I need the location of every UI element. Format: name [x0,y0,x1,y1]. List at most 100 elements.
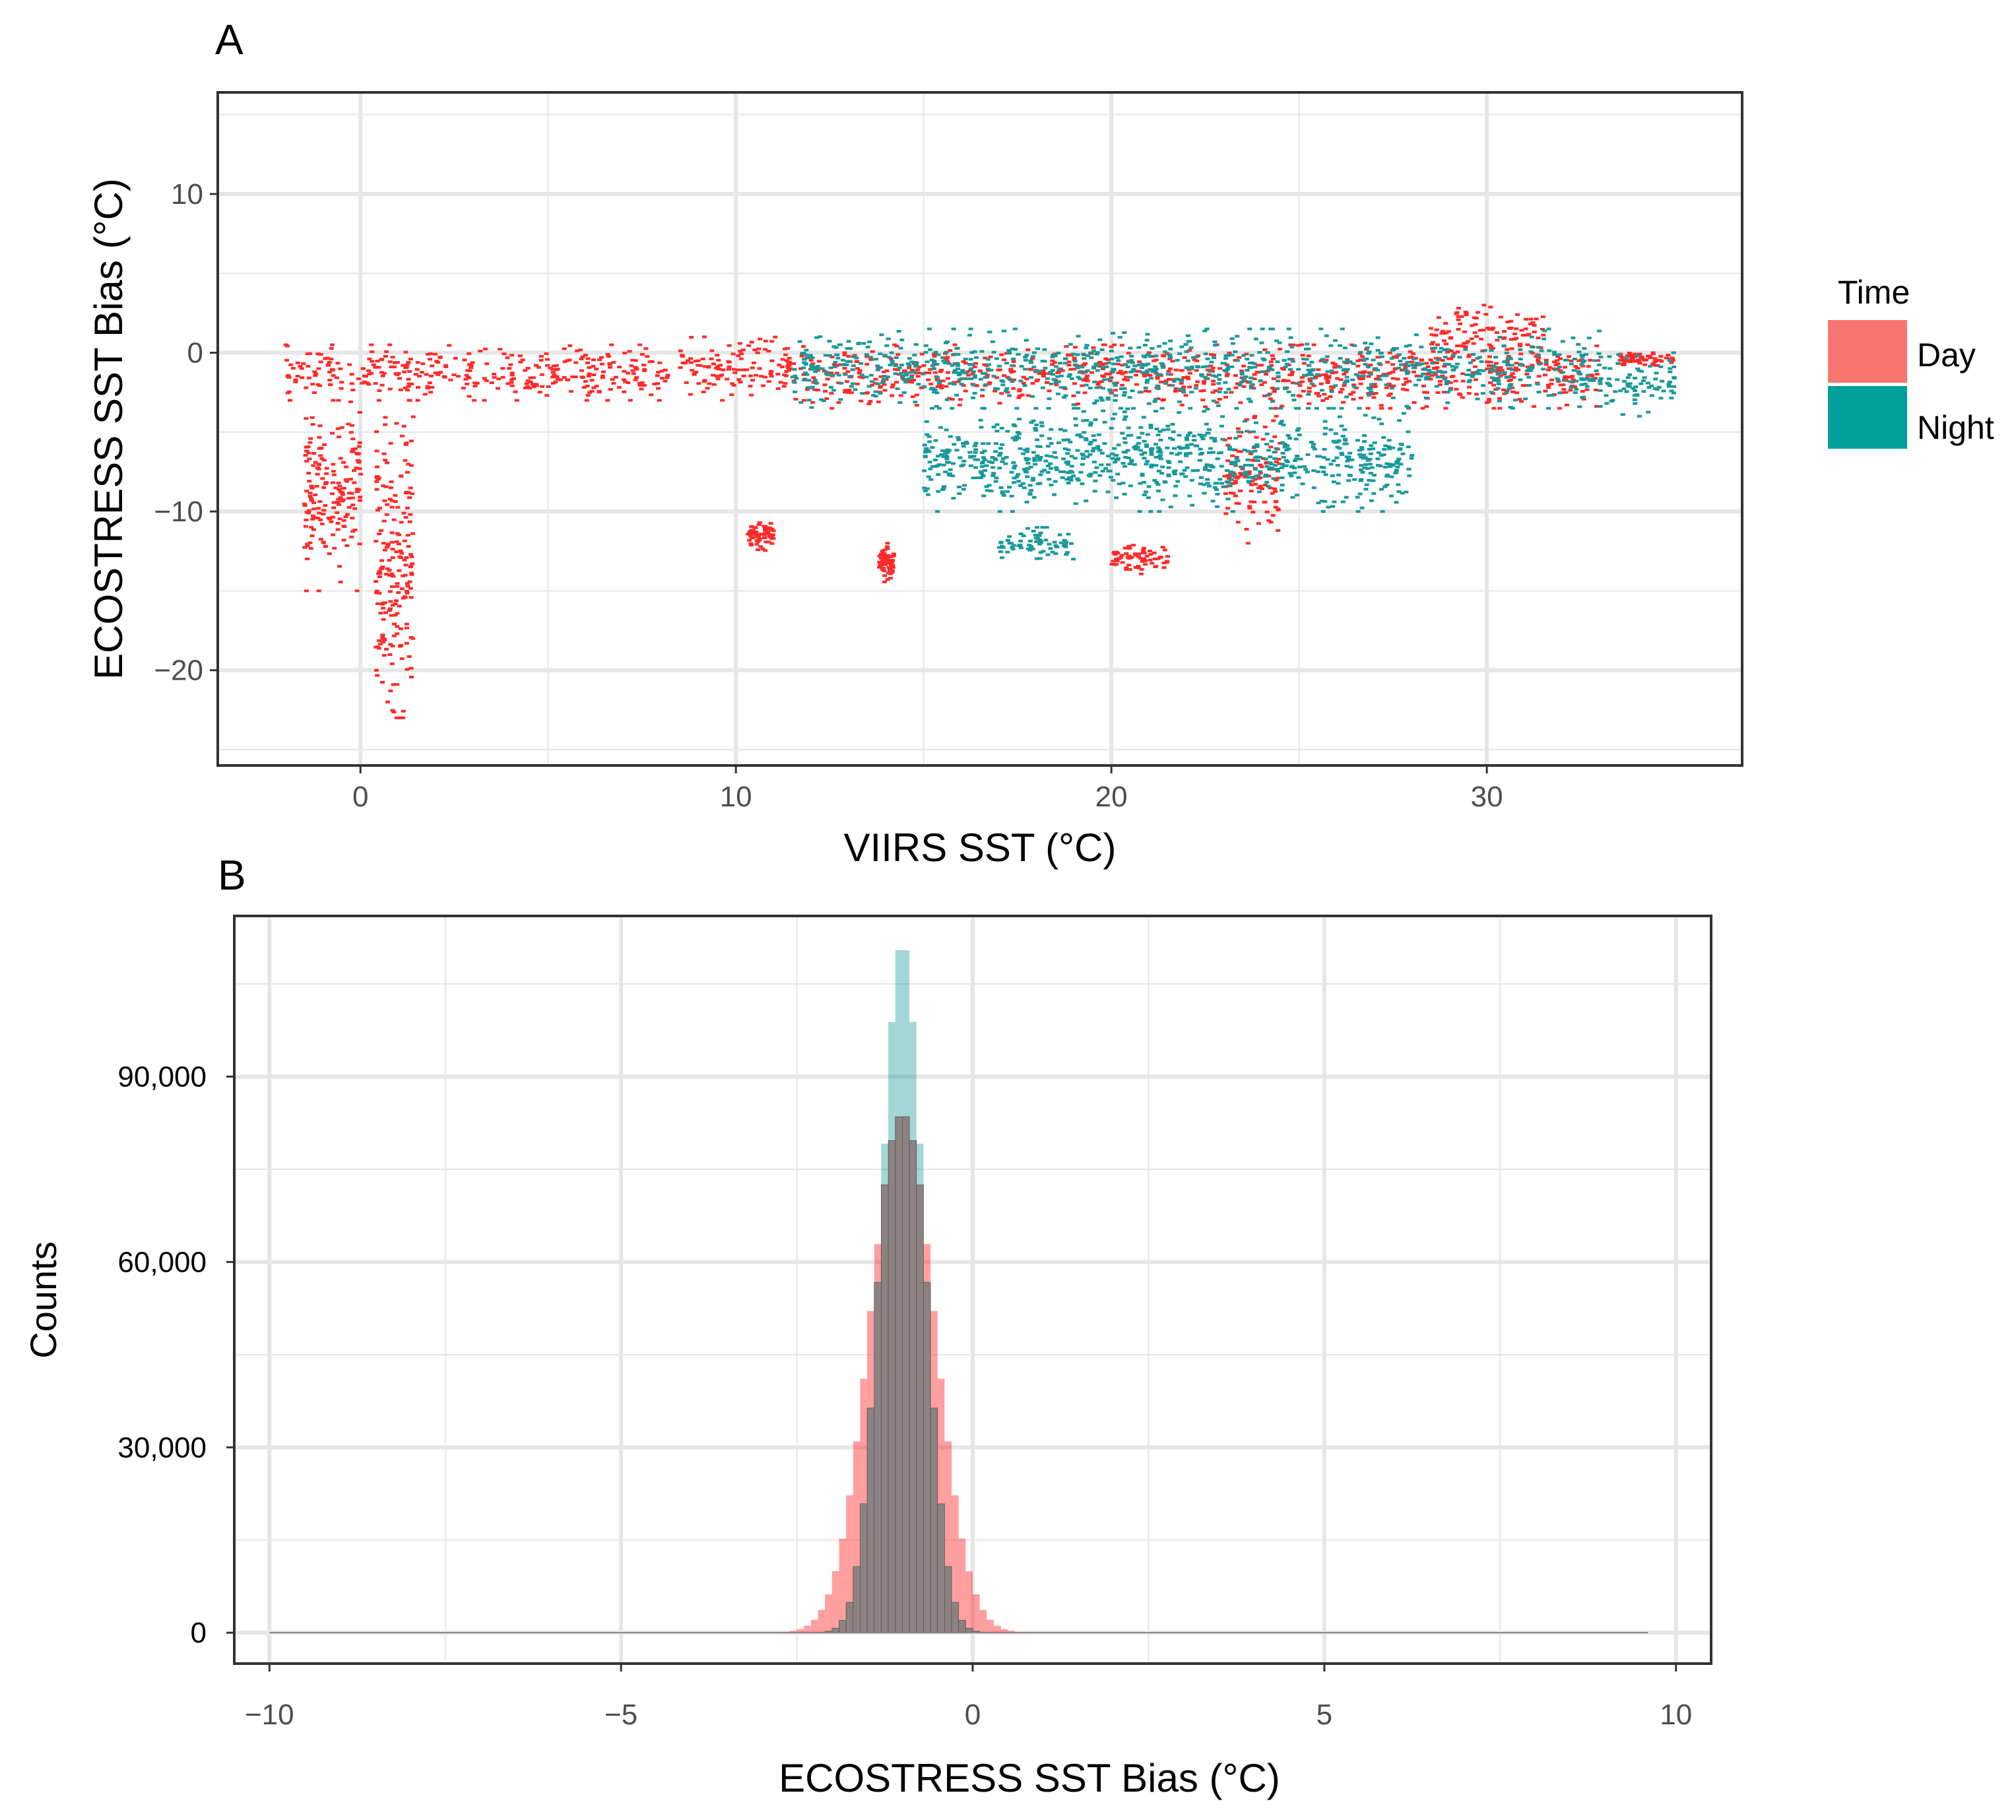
scatter-point [975,458,981,461]
scatter-point [395,585,400,588]
scatter-point [1349,343,1355,346]
scatter-point [509,372,515,375]
scatter-point [1109,391,1114,395]
scatter-point [756,347,762,350]
scatter-point [804,388,810,391]
scatter-point [1468,374,1473,377]
scatter-point [403,366,408,370]
scatter-point [1207,451,1212,454]
scatter-point [1340,401,1346,404]
scatter-point [406,399,412,402]
scatter-point [1272,387,1278,391]
scatter-point [403,573,408,577]
scatter-point [517,354,523,358]
scatter-point [655,374,660,377]
scatter-point [1322,432,1328,436]
scatter-point [1245,472,1250,476]
scatter-point [387,573,393,577]
scatter-point [1162,480,1167,483]
scatter-point [1406,364,1411,368]
scatter-point [982,363,987,366]
scatter-point [1279,489,1284,492]
scatter-point [389,614,394,617]
scatter-point [328,383,333,386]
scatter-point [533,383,538,386]
scatter-point [1160,366,1165,369]
scatter-point [1000,460,1005,463]
scatter-point [991,466,996,469]
scatter-point [1081,352,1086,356]
scatter-point [1031,366,1037,369]
scatter-point [597,358,602,362]
scatter-point [469,366,474,370]
scatter-point [967,369,973,372]
scatter-point [1414,374,1419,377]
scatter-point [925,360,930,364]
scatter-point [815,366,820,370]
scatter-point [1236,450,1241,453]
scatter-point [1295,429,1300,432]
scatter-point [987,382,992,385]
scatter-point [1054,383,1059,387]
scatter-point [1561,388,1567,391]
scatter-point [310,517,315,521]
scatter-point [984,485,989,488]
scatter-point [1557,353,1562,356]
scatter-point [1442,348,1447,352]
scatter-point [1233,464,1238,467]
scatter-point [1361,453,1367,457]
scatter-point [985,358,991,361]
scatter-point [321,486,327,489]
scatter-point [1163,379,1169,383]
scatter-point [936,473,941,476]
scatter-point [1299,343,1305,346]
scatter-point [851,355,856,358]
scatter-point [946,371,951,374]
scatter-point [356,377,361,380]
scatter-point [1384,483,1390,486]
scatter-point [1058,374,1064,377]
scatter-point [1170,384,1175,387]
scatter-point [594,385,599,388]
scatter-point [391,683,396,686]
scatter-point [1113,389,1118,392]
scatter-point [1639,382,1644,385]
scatter-point [1122,492,1127,496]
scatter-point [319,522,325,525]
scatter-point [1129,556,1134,559]
scatter-point [1016,418,1022,421]
scatter-point [1593,377,1598,380]
scatter-point [1245,458,1251,461]
scatter-point [469,364,474,367]
scatter-point [1218,367,1223,370]
scatter-point [1127,396,1132,399]
scatter-point [1470,371,1476,374]
scatter-point [1358,397,1363,400]
scatter-point [1150,562,1155,565]
scatter-point [802,361,807,364]
scatter-point [1128,360,1133,364]
scatter-point [1148,374,1153,377]
scatter-point [801,352,806,355]
scatter-point [1030,478,1035,482]
scatter-point [864,391,870,395]
scatter-point [1381,436,1386,439]
scatter-point [1161,428,1166,432]
scatter-point [1507,387,1512,391]
scatter-point [1253,337,1258,341]
scatter-point [1142,356,1148,359]
scatter-point [1128,375,1133,379]
scatter-point [1369,390,1374,393]
scatter-point [622,390,627,393]
scatter-point [310,423,315,426]
scatter-point [1343,438,1348,441]
scatter-point [1156,489,1161,492]
scatter-point [1307,373,1312,376]
scatter-point [382,499,387,502]
panel-a-point-cluster [1617,351,1675,367]
scatter-point [935,376,940,379]
scatter-point [1292,459,1297,463]
scatter-point [1372,474,1377,477]
scatter-point [1233,374,1238,377]
scatter-point [1258,470,1263,473]
